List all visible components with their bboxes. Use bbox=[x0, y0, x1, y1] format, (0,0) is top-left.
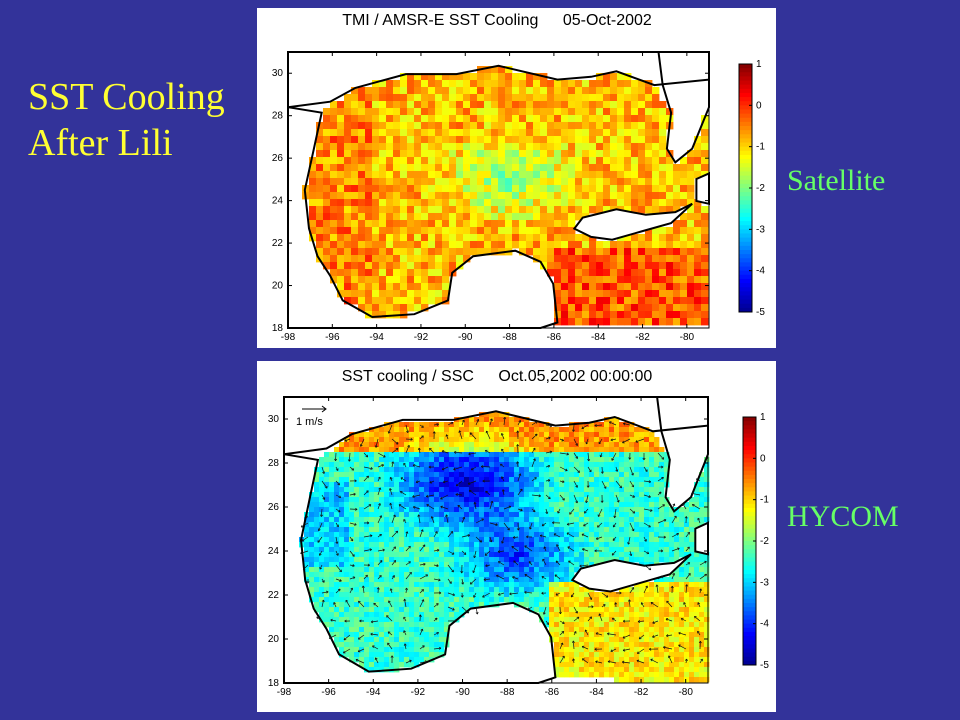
hycom-colorbar-tick-6: -5 bbox=[760, 660, 769, 671]
hycom-y-tick-3: 24 bbox=[268, 546, 280, 557]
satellite-x-tick-8: -82 bbox=[635, 332, 650, 343]
hycom-y-tick-5: 28 bbox=[268, 458, 280, 469]
satellite-coast-cuba bbox=[572, 202, 693, 241]
satellite-coast-east bbox=[695, 171, 710, 206]
hycom-colorbar-tick-5: -4 bbox=[760, 619, 769, 630]
satellite-coast-north bbox=[287, 51, 710, 109]
hycom-colorbar-tick-1: 0 bbox=[760, 453, 766, 464]
hycom-map-frame bbox=[283, 396, 709, 684]
satellite-colorbar-tick-0: 1 bbox=[756, 59, 762, 70]
satellite-colorbar: 1 0 -1 -2 -3 -4 -5 bbox=[738, 59, 765, 318]
hycom-x-tick-2: -94 bbox=[366, 687, 381, 698]
satellite-colorbar-tick-6: -5 bbox=[756, 307, 765, 318]
satellite-x-tick-7: -84 bbox=[591, 332, 606, 343]
hycom-x-tick-6: -86 bbox=[545, 687, 560, 698]
hycom-x-tick-4: -90 bbox=[455, 687, 470, 698]
hycom-current-vectors bbox=[300, 416, 707, 664]
hycom-x-tick-0: -98 bbox=[277, 687, 292, 698]
satellite-colorbar-tick-5: -4 bbox=[756, 266, 765, 277]
satellite-y-tick-3: 24 bbox=[272, 196, 284, 207]
hycom-y-tick-6: 30 bbox=[268, 414, 280, 425]
satellite-colorbar-tick-2: -1 bbox=[756, 142, 765, 153]
hycom-y-tick-1: 20 bbox=[268, 634, 280, 645]
satellite-y-tick-6: 30 bbox=[272, 68, 284, 79]
hycom-colorbar-tick-0: 1 bbox=[760, 412, 766, 423]
satellite-x-tick-2: -94 bbox=[369, 332, 384, 343]
hycom-map-panel: 1 m/s -98 -96 -94 -92 -90 -88 -86 -84 -82 -80 18 20 2… bbox=[257, 361, 776, 712]
satellite-x-tick-4: -90 bbox=[458, 332, 473, 343]
hycom-scale-arrowhead bbox=[321, 405, 327, 413]
hycom-y-tick-4: 26 bbox=[268, 502, 280, 513]
satellite-sst-field bbox=[302, 66, 709, 326]
satellite-map-frame bbox=[287, 51, 710, 329]
hycom-title-text: SST cooling / SSC bbox=[341, 368, 474, 385]
satellite-x-tick-9: -80 bbox=[680, 332, 695, 343]
hycom-map: 1 m/s -98 -96 -94 -92 -90 -88 -86 -84 -82 -80 18 20 2… bbox=[268, 396, 769, 698]
hycom-scale-label: 1 m/s bbox=[296, 416, 323, 428]
satellite-y-tick-0: 18 bbox=[272, 323, 284, 334]
slide-title-line-1: SST Cooling bbox=[28, 76, 225, 118]
satellite-colorbar-tick-4: -3 bbox=[756, 224, 765, 235]
satellite-x-tick-6: -86 bbox=[547, 332, 562, 343]
hycom-x-tick-7: -84 bbox=[589, 687, 604, 698]
hycom-y-tick-2: 22 bbox=[268, 590, 280, 601]
hycom-x-tick-5: -88 bbox=[500, 687, 515, 698]
hycom-coast-cuba bbox=[570, 553, 692, 593]
hycom-coast-west bbox=[283, 453, 557, 684]
satellite-x-tick-1: -96 bbox=[325, 332, 340, 343]
hycom-x-tick-8: -82 bbox=[634, 687, 649, 698]
satellite-title-text: TMI / AMSR-E SST Cooling bbox=[342, 12, 539, 29]
satellite-x-tick-0: -98 bbox=[281, 332, 296, 343]
hycom-colorbar: 1 0 -1 -2 -3 -4 -5 bbox=[742, 412, 769, 671]
satellite-map-title: TMI / AMSR-E SST Cooling 05-Oct-2002 bbox=[257, 12, 737, 30]
satellite-coast-west bbox=[287, 106, 559, 329]
hycom-coast-east bbox=[694, 521, 709, 556]
satellite-coastline bbox=[287, 51, 710, 329]
hycom-colorbar-tick-3: -2 bbox=[760, 536, 769, 547]
hycom-label: HYCOM bbox=[787, 500, 899, 533]
hycom-x-tick-9: -80 bbox=[678, 687, 693, 698]
satellite-y-tick-4: 26 bbox=[272, 153, 284, 164]
satellite-x-tick-3: -92 bbox=[414, 332, 429, 343]
slide-title: SST Cooling After Lili bbox=[28, 74, 258, 166]
hycom-map-title: SST cooling / SSC Oct.05,2002 00:00:00 bbox=[257, 368, 737, 386]
hycom-sst-field bbox=[299, 412, 710, 683]
hycom-x-tick-1: -96 bbox=[321, 687, 336, 698]
hycom-y-tick-0: 18 bbox=[268, 678, 280, 689]
hycom-colorbar-tick-2: -1 bbox=[760, 495, 769, 506]
hycom-colorbar-tick-4: -3 bbox=[760, 577, 769, 588]
satellite-y-tick-2: 22 bbox=[272, 238, 284, 249]
satellite-title-date: 05-Oct-2002 bbox=[562, 12, 652, 29]
hycom-x-tick-3: -92 bbox=[411, 687, 426, 698]
satellite-y-tick-1: 20 bbox=[272, 281, 284, 292]
hycom-title-date: Oct.05,2002 00:00:00 bbox=[498, 368, 653, 385]
slide-title-line-2: After Lili bbox=[28, 122, 173, 164]
satellite-colorbar-tick-3: -2 bbox=[756, 183, 765, 194]
satellite-colorbar-tick-1: 0 bbox=[756, 100, 762, 111]
satellite-x-tick-5: -88 bbox=[502, 332, 517, 343]
satellite-map-panel: -98 -96 -94 -92 -90 -88 -86 -84 -82 -80 18 20 22 24 26… bbox=[257, 8, 776, 348]
hycom-coast-north bbox=[283, 396, 709, 456]
satellite-label: Satellite bbox=[787, 164, 886, 197]
satellite-y-tick-5: 28 bbox=[272, 111, 284, 122]
satellite-map: -98 -96 -94 -92 -90 -88 -86 -84 -82 -80 18 20 22 24 26… bbox=[272, 51, 765, 343]
